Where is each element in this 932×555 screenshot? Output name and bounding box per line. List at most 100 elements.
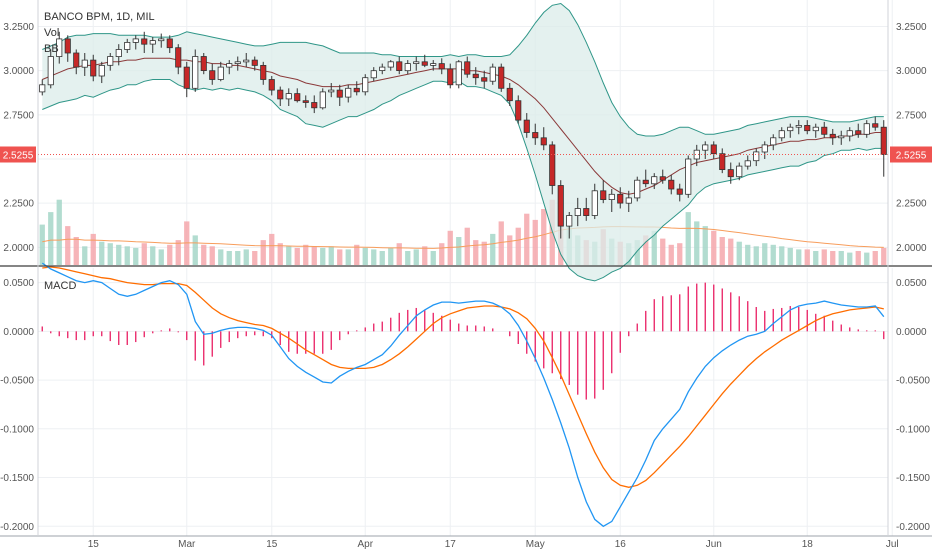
left-macd-tick-label: -0.2000 [0,522,34,533]
candle [183,61,190,98]
right-price-tick-label: 2.7500 [896,110,927,121]
candle [727,162,734,184]
candle-body [64,38,71,54]
candle [336,84,343,106]
right-price-tick-label: 3.2500 [896,22,927,33]
volume-bar [158,249,164,265]
candle [260,61,267,85]
macd-signal-line [42,266,884,488]
candle [319,88,326,110]
volume-bar [821,249,827,265]
bb-lower-line [42,79,884,282]
candle-layer[interactable] [38,31,888,239]
volume-bar [260,240,266,265]
candle-body [260,65,267,80]
volume-layer [39,196,887,265]
left-last-price-label: 2.5255 [3,150,34,161]
volume-bar [872,251,878,265]
candle-body [804,125,811,132]
candle-body [778,130,785,139]
candle-body [226,63,233,68]
volume-bar [770,244,776,265]
volume-bar [218,249,224,265]
left-price-tick-label: 2.0000 [3,243,34,254]
candle-body [98,65,105,77]
candle [413,56,420,71]
candle-body [702,144,709,151]
candle [98,61,105,84]
candle-body [489,66,496,82]
volume-bar [660,238,666,265]
volume-bar [252,251,258,265]
candle-body [549,144,556,186]
left-macd-tick-label: -0.0500 [0,376,34,387]
volume-bar [753,246,759,265]
candle-body [566,215,573,227]
volume-bar [634,240,640,265]
candle [574,197,581,227]
candle [880,120,887,177]
candle-body [685,158,692,195]
candle-body [812,126,819,132]
volume-bar [787,247,793,265]
volume-bar [532,219,538,265]
volume-bar [56,199,62,265]
candle [829,128,836,145]
candle-body [438,63,445,70]
legend-vol: Vol [44,27,59,39]
left-macd-tick-label: 0.0000 [3,327,34,338]
candle [447,63,454,89]
candle [804,120,811,135]
candle-body [591,190,598,216]
candle [107,53,114,71]
volume-bar [303,244,309,265]
candle-body [736,165,743,178]
candle-body [506,87,513,102]
candle-body [523,119,530,133]
candle-body [396,61,403,71]
volume-bar [796,249,802,265]
candle-body [872,123,879,128]
candle-body [234,61,241,64]
candle [64,35,71,62]
candle [795,120,802,135]
candle-body [498,66,505,89]
candle [192,49,199,92]
volume-bar [396,243,402,265]
candle-body [251,59,258,66]
candle [472,67,479,85]
candle-body [838,135,845,139]
volume-bar [473,240,479,265]
candle [855,123,862,138]
candle-body [863,123,870,135]
axis-layer: 3.25003.25003.00003.00002.75002.75002.50… [0,22,932,550]
candle-body [617,193,624,204]
candle-body [608,193,615,201]
time-axis-label: Apr [357,539,373,550]
candle [345,84,352,103]
bb-fill [42,3,884,281]
candle [251,56,258,71]
bb-basis-line [42,57,884,195]
candle-body [328,89,335,93]
candle-body [583,208,590,216]
candle [362,74,369,96]
candle [778,127,785,142]
volume-bar [388,247,394,265]
candle-body [540,137,547,146]
candle-body [464,61,471,75]
volume-bar [430,251,436,265]
candle-body [515,100,522,121]
candle [166,35,173,53]
candle-body [141,38,148,45]
candle-body [413,61,420,64]
candle [132,35,139,50]
volume-bar [379,251,385,265]
frame [0,0,932,537]
volume-bar [711,230,717,265]
candle [268,75,275,96]
left-last-price-badge [0,146,36,163]
volume-bar [779,246,785,265]
